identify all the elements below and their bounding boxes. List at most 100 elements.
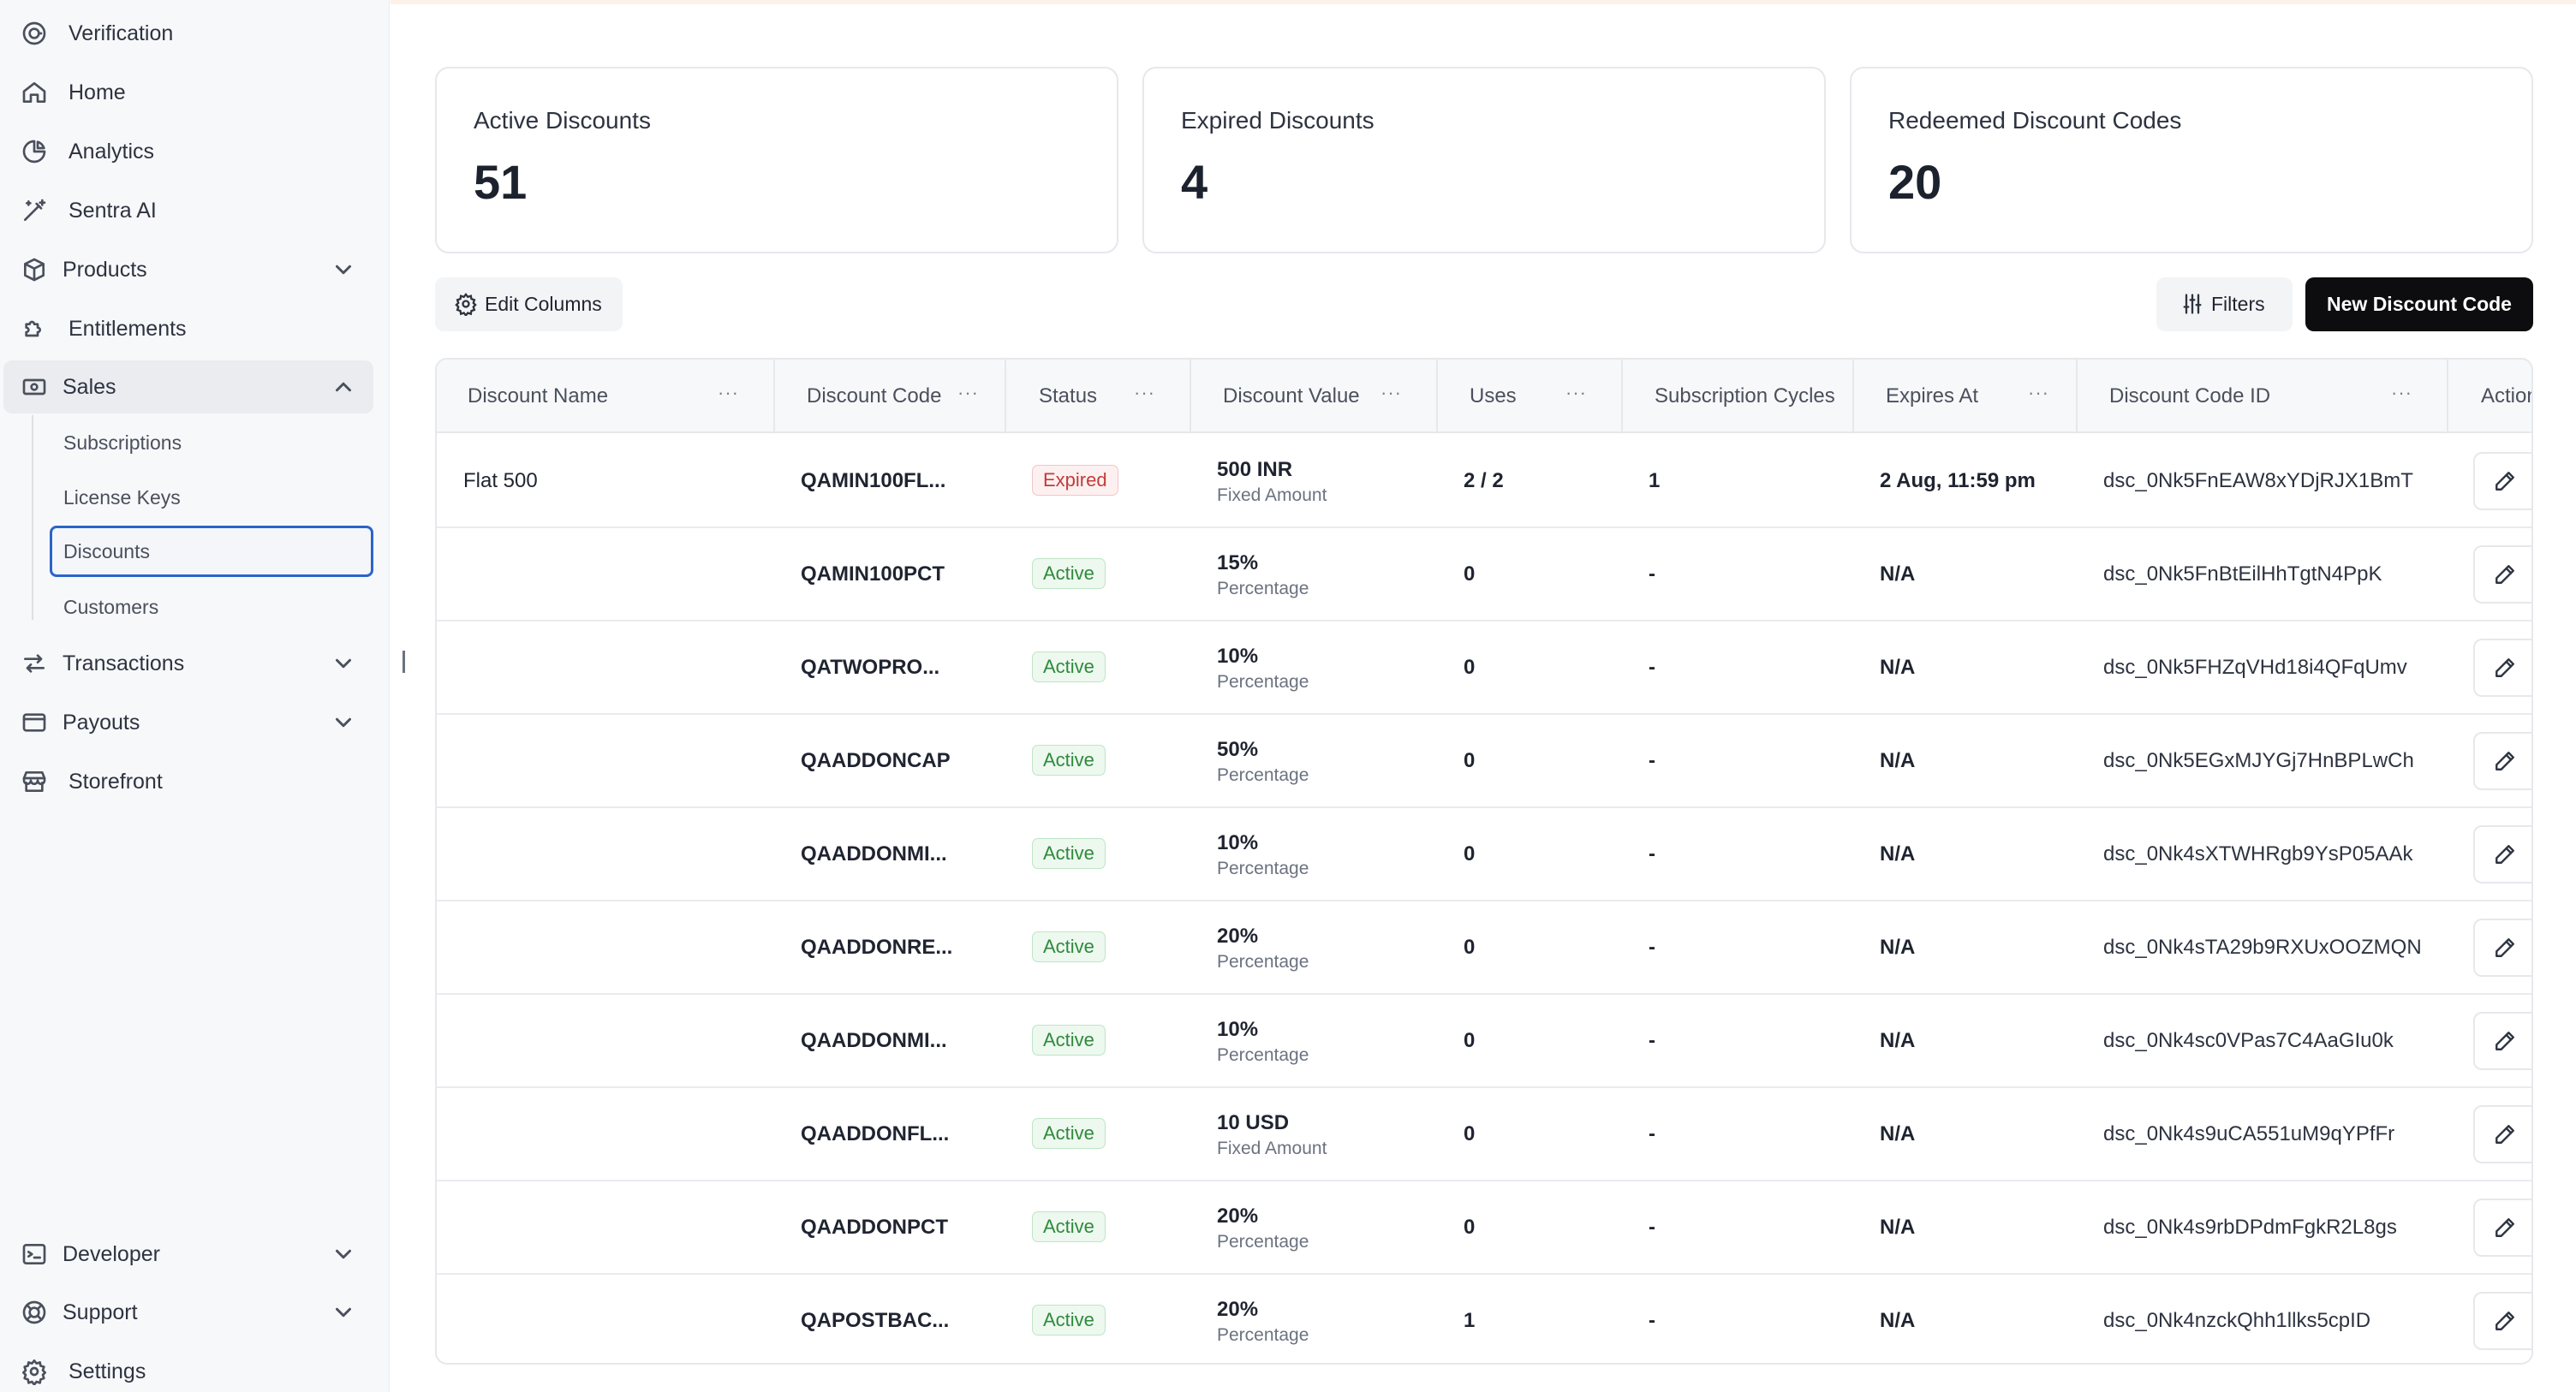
uses-cell: 0 [1464,936,1476,959]
column-menu-icon[interactable]: ··· [2028,382,2049,403]
sidebar-item-storefront[interactable]: Storefront [0,754,390,809]
uses-cell: 2 / 2 [1464,469,1504,492]
column-header-label: Discount Value [1223,384,1360,407]
sidebar-resize-handle[interactable] [402,651,405,673]
table-row[interactable]: QAADDONPCT Active 20% Percentage 0 - N/A dsc_0N… [437,1181,2531,1275]
sidebar-item-verification[interactable]: Verification [0,6,390,61]
column-header-subscription-cycles[interactable]: Subscription Cycles [1623,360,1854,433]
subscription-cycles-cell: - [1649,562,1655,586]
column-header-action[interactable]: Action [2448,360,2531,433]
sidebar-item-developer[interactable]: Developer [0,1227,390,1282]
edit-discount-button[interactable] [2473,1012,2531,1070]
edit-discount-button[interactable] [2473,545,2531,604]
discount-code-cell: QAMIN100FL... [801,469,946,492]
sidebar-item-sentra-ai[interactable]: Sentra AI [0,183,390,238]
column-header-uses[interactable]: Uses ··· [1438,360,1623,433]
edit-discount-button[interactable] [2473,452,2531,510]
column-header-discount-name[interactable]: Discount Name ··· [437,360,775,433]
discount-value-amount: 15% [1217,551,1259,574]
table-row[interactable]: QAADDONFL... Active 10 USD Fixed Amount 0 - N/… [437,1088,2531,1181]
discount-code-id-cell: dsc_0Nk4sXTWHRgb9YsP05AAk [2103,842,2413,866]
sidebar-item-label: Developer [63,1241,160,1266]
discount-value-type: Percentage [1217,952,1309,972]
sidebar-item-products[interactable]: Products [0,242,390,297]
edit-discount-button[interactable] [2473,1292,2531,1350]
edit-discount-button[interactable] [2473,639,2531,697]
column-header-status[interactable]: Status ··· [1006,360,1191,433]
column-header-discount-code-id[interactable]: Discount Code ID ··· [2078,360,2448,433]
discount-value-amount: 20% [1217,925,1259,948]
uses-cell: 0 [1464,1029,1476,1052]
column-header-discount-code[interactable]: Discount Code ··· [775,360,1006,433]
status-badge: Active [1032,745,1106,776]
sidebar: Verification Home Analytics Sentra AI Pr… [0,0,390,1392]
table-row[interactable]: QAADDONMI... Active 10% Percentage 0 - N/A dsc_… [437,808,2531,901]
sidebar-item-analytics[interactable]: Analytics [0,124,390,179]
column-header-discount-value[interactable]: Discount Value ··· [1191,360,1438,433]
discount-code-id-cell: dsc_0Nk4nzckQhh1llks5cpID [2103,1309,2371,1332]
column-menu-icon[interactable]: ··· [1565,382,1587,403]
sidebar-item-label: Sales [63,374,116,399]
expires-at-cell: N/A [1880,842,1916,866]
sidebar-item-label: Entitlements [69,316,187,341]
sidebar-item-entitlements[interactable]: Entitlements [0,301,390,356]
subscription-cycles-cell: - [1649,842,1655,866]
sidebar-item-settings[interactable]: Settings [0,1344,390,1392]
sidebar-subitem-subscriptions[interactable]: Subscriptions [50,417,373,468]
discount-code-cell: QAMIN100PCT [801,562,945,586]
table-header: Discount Name ··· Discount Code ··· Stat… [437,360,2531,433]
edit-discount-button[interactable] [2473,1105,2531,1163]
edit-discount-button[interactable] [2473,919,2531,977]
edit-columns-button[interactable]: Edit Columns [435,277,623,331]
sidebar-item-sales[interactable]: Sales [3,360,373,413]
filters-button[interactable]: Filters [2156,277,2293,331]
table-row[interactable]: QAADDONRE... Active 20% Percentage 0 - N/A dsc_… [437,901,2531,995]
uses-cell: 0 [1464,842,1476,866]
sidebar-item-support[interactable]: Support [0,1285,390,1340]
expires-at-cell: 2 Aug, 11:59 pm [1880,469,2036,492]
edit-discount-button[interactable] [2473,825,2531,883]
discount-value-type: Fixed Amount [1217,485,1327,505]
status-badge: Active [1032,1118,1106,1149]
sidebar-item-label: Analytics [69,139,155,164]
column-menu-icon[interactable]: ··· [718,382,739,403]
table-row[interactable]: QAPOSTBAC... Active 20% Percentage 1 - N/A dsc_… [437,1275,2531,1363]
table-row[interactable]: QAMIN100PCT Active 15% Percentage 0 - N/A dsc_0… [437,528,2531,622]
sidebar-subitem-customers[interactable]: Customers [50,581,373,633]
column-header-expires-at[interactable]: Expires At ··· [1854,360,2078,433]
subscription-cycles-cell: 1 [1649,469,1661,492]
table-row[interactable]: QAADDONMI... Active 10% Percentage 0 - N/A dsc_… [437,995,2531,1088]
chevron-down-icon [331,1300,356,1325]
stat-value: 20 [1888,155,1942,209]
box-icon [19,254,50,285]
pencil-icon [2496,752,2514,770]
sidebar-subitem-discounts[interactable]: Discounts [50,526,373,577]
sidebar-item-label: Home [69,80,126,104]
pencil-icon [2496,1125,2514,1144]
table-row[interactable]: Flat 500 QAMIN100FL... Expired 500 INR Fixed… [437,435,2531,528]
subscription-cycles-cell: - [1649,936,1655,959]
gear-icon [454,292,478,318]
sidebar-item-transactions[interactable]: Transactions [0,636,390,691]
discount-value-type: Fixed Amount [1217,1139,1327,1158]
column-menu-icon[interactable]: ··· [2391,382,2412,403]
sidebar-item-payouts[interactable]: Payouts [0,695,390,750]
edit-discount-button[interactable] [2473,1199,2531,1257]
sidebar-item-home[interactable]: Home [0,65,390,120]
table-row[interactable]: QAADDONCAP Active 50% Percentage 0 - N/A dsc_0N… [437,715,2531,808]
new-discount-code-button[interactable]: New Discount Code [2305,277,2533,331]
sidebar-subitem-license-keys[interactable]: License Keys [50,472,373,523]
table-row[interactable]: QATWOPRO... Active 10% Percentage 0 - N/A dsc_0… [437,622,2531,715]
column-menu-icon[interactable]: ··· [1134,382,1155,403]
magic-wand-icon [19,195,50,226]
pencil-icon [2496,565,2514,584]
edit-discount-button[interactable] [2473,732,2531,790]
subscription-cycles-cell: - [1649,656,1655,679]
column-menu-icon[interactable]: ··· [957,382,979,403]
stat-value: 51 [474,155,528,209]
column-menu-icon[interactable]: ··· [1380,382,1402,403]
discount-code-id-cell: dsc_0Nk4sTA29b9RXUxOOZMQN [2103,936,2422,959]
column-header-label: Subscription Cycles [1655,384,1835,407]
discount-name-cell: Flat 500 [463,469,538,492]
uses-cell: 0 [1464,749,1476,772]
